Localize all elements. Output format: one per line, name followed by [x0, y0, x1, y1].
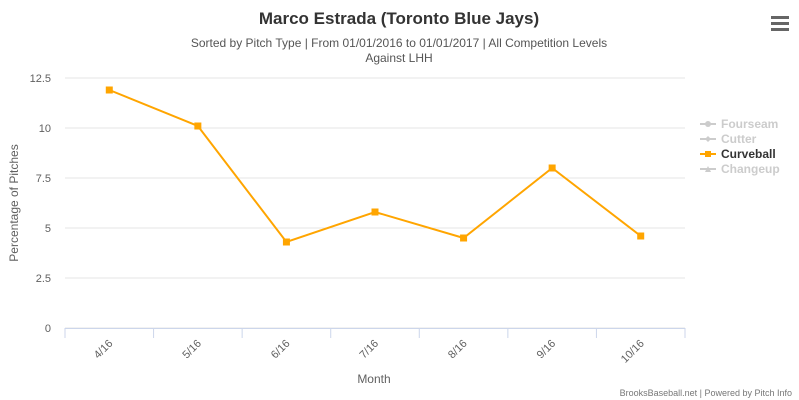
- menu-bar[interactable]: [771, 28, 789, 31]
- series-line: [108, 89, 642, 244]
- x-tick-label: 4/16: [92, 338, 116, 362]
- menu-bar[interactable]: [771, 16, 789, 19]
- x-tick-label: 6/16: [269, 338, 293, 362]
- legend-symbol: [705, 136, 711, 142]
- x-tick-label: 9/16: [535, 338, 559, 362]
- menu-button[interactable]: [771, 16, 789, 31]
- y-tick-label: 5: [45, 223, 51, 235]
- x-tick-label: 8/16: [446, 338, 470, 362]
- y-tick-label: 0: [45, 323, 51, 335]
- menu-bar[interactable]: [771, 22, 789, 25]
- x-tick-label: 5/16: [180, 338, 204, 362]
- data-point: [194, 122, 202, 130]
- y-tick-label: 12.5: [30, 73, 51, 85]
- x-axis-title: Month: [357, 372, 390, 386]
- legend-symbol: [705, 166, 711, 172]
- data-point: [637, 232, 645, 240]
- credits: BrooksBaseball.net | Powered by Pitch In…: [620, 388, 792, 398]
- data-point: [460, 234, 468, 242]
- legend-item[interactable]: Cutter: [721, 132, 757, 146]
- data-point: [548, 164, 556, 172]
- y-tick-label: 2.5: [36, 273, 51, 285]
- chart-subtitle: Sorted by Pitch Type | From 01/01/2016 t…: [191, 36, 607, 50]
- legend-symbol: [705, 121, 711, 127]
- x-tick-label: 10/16: [619, 338, 647, 366]
- chart-title: Marco Estrada (Toronto Blue Jays): [259, 9, 539, 28]
- legend-symbol: [705, 151, 711, 157]
- y-axis-title: Percentage of Pitches: [7, 144, 21, 261]
- y-tick-label: 10: [39, 123, 51, 135]
- chart-subtitle: Against LHH: [365, 51, 432, 65]
- legend-item[interactable]: Fourseam: [721, 117, 778, 131]
- legend-item[interactable]: Curveball: [721, 147, 776, 161]
- y-tick-label: 7.5: [36, 173, 51, 185]
- data-point: [105, 86, 113, 94]
- x-tick-label: 7/16: [357, 338, 381, 362]
- data-point: [282, 238, 290, 246]
- legend-item[interactable]: Changeup: [721, 162, 780, 176]
- data-point: [371, 208, 379, 216]
